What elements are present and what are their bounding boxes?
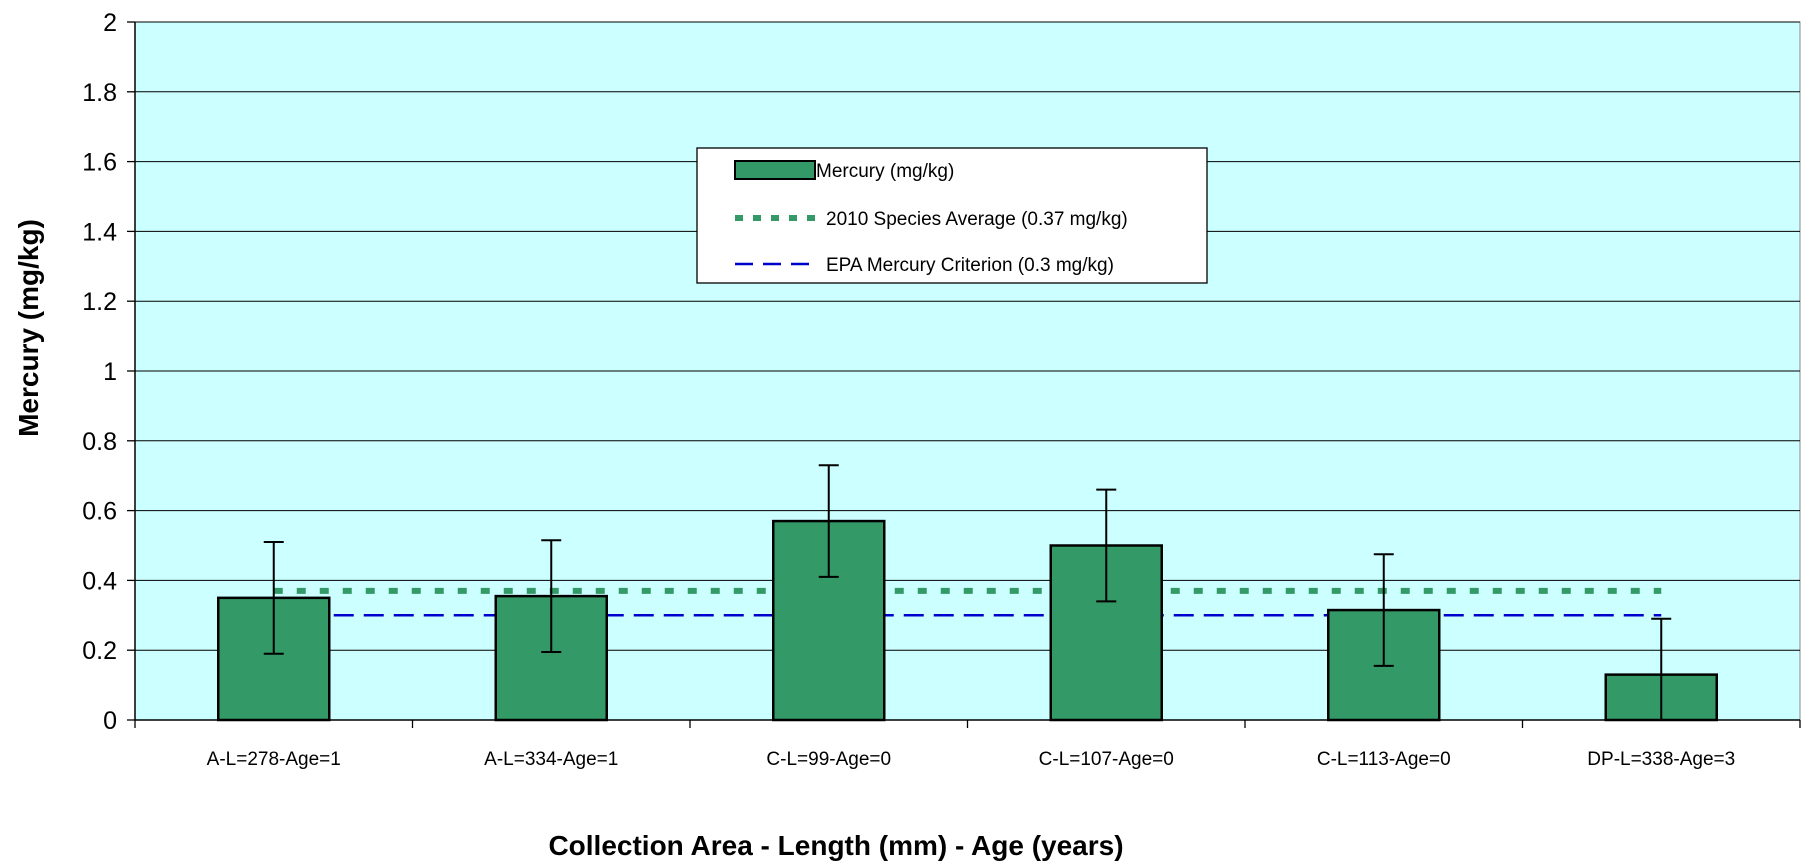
- axes: [127, 21, 1801, 728]
- x-tick-label: C-L=99-Age=0: [766, 749, 891, 770]
- legend: Mercury (mg/kg) 2010 Species Average (0.…: [696, 147, 1208, 284]
- gridlines: [135, 21, 1800, 651]
- y-tick-label: 0.6: [82, 498, 117, 526]
- x-axis-title: Collection Area - Length (mm) - Age (yea…: [548, 830, 1123, 861]
- y-tick-label: 1: [103, 358, 117, 386]
- x-tick-label: DP-L=338-Age=3: [1587, 749, 1735, 770]
- legend-swatch-bar: [734, 160, 816, 180]
- error-bars: [263, 464, 1672, 720]
- y-tick-label: 0: [103, 707, 117, 735]
- x-tick-label: A-L=334-Age=1: [484, 749, 618, 770]
- y-axis-title: Mercury (mg/kg): [13, 219, 44, 437]
- x-tick-label: C-L=113-Age=0: [1317, 749, 1451, 770]
- x-tick-label: C-L=107-Age=0: [1039, 749, 1174, 770]
- y-tick-label: 0.4: [82, 567, 117, 595]
- y-tick-label: 1.2: [82, 288, 117, 316]
- y-tick-label: 0.8: [82, 428, 117, 456]
- legend-label-criterion: EPA Mercury Criterion (0.3 mg/kg): [826, 255, 1114, 276]
- y-tick-label: 1.6: [82, 149, 117, 177]
- x-tick-label: A-L=278-Age=1: [207, 749, 341, 770]
- legend-label-mercury: Mercury (mg/kg): [816, 161, 954, 182]
- y-tick-label: 0.2: [82, 637, 117, 665]
- x-tick-labels: A-L=278-Age=1 A-L=334-Age=1 C-L=99-Age=0 C-…: [207, 749, 1736, 770]
- y-tick-label: 2: [103, 9, 117, 37]
- y-tick-labels: 0 0.2 0.4 0.6 0.8 1 1.2 1.4 1.6 1.8 2: [82, 9, 117, 735]
- legend-label-average: 2010 Species Average (0.37 mg/kg): [826, 209, 1128, 230]
- y-tick-label: 1.8: [82, 79, 117, 107]
- y-tick-label: 1.4: [82, 218, 117, 246]
